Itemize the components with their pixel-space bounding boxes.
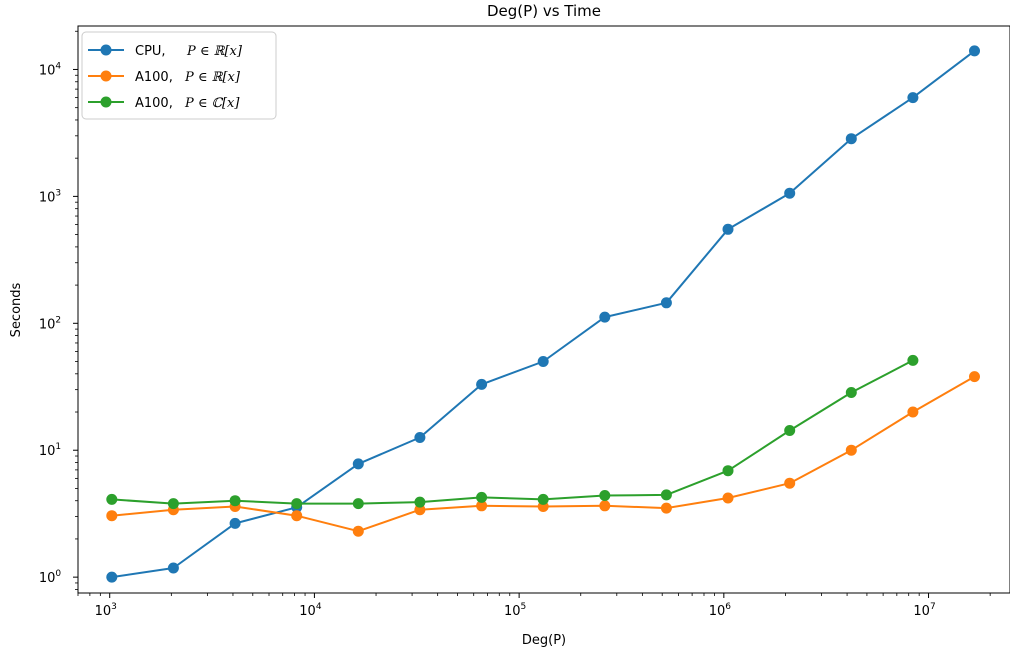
data-point [291, 510, 303, 522]
axes [77, 25, 1010, 594]
data-point [969, 371, 980, 383]
y-tick-label: 103 [39, 188, 61, 205]
data-point [907, 92, 919, 104]
data-point [106, 510, 118, 522]
data-point [414, 504, 426, 516]
data-point [722, 492, 734, 504]
y-tick-label: 101 [39, 442, 61, 459]
legend-label: A100, [135, 96, 173, 111]
legend-marker [100, 44, 112, 56]
x-tick-label: 104 [299, 602, 322, 619]
legend-item: A100, P ∈ ℝ[x] [88, 70, 241, 85]
data-point [352, 525, 364, 537]
x-tick-label: 105 [504, 602, 526, 619]
y-tick-label: 104 [39, 61, 62, 78]
legend-label: CPU, [135, 44, 166, 59]
data-point [106, 571, 118, 583]
data-point [476, 378, 488, 390]
data-point [845, 133, 857, 145]
x-axis-label: Deg(P) [522, 633, 566, 648]
data-point [537, 493, 549, 505]
data-point [167, 562, 179, 574]
y-tick-label: 102 [39, 315, 61, 332]
ticks: 103 104 105 106 107 100 101 102 103 104 [39, 30, 991, 619]
legend: CPU, P ∈ ℝ[x] A100, P ∈ ℝ[x] A100, P ∈ ℂ[x] [81, 31, 277, 120]
legend-item: CPU, P ∈ ℝ[x] [88, 44, 243, 59]
data-point [229, 517, 241, 529]
legend-math: P ∈ ℝ[x] [184, 70, 241, 85]
x-tick-label: 106 [709, 602, 732, 619]
data-point [352, 498, 364, 510]
series-1 [106, 371, 980, 537]
legend-marker [100, 96, 112, 108]
data-point [784, 187, 796, 199]
plot-frame [77, 25, 1010, 594]
legend-math: P ∈ ℂ[x] [184, 96, 240, 111]
data-point [784, 425, 796, 436]
data-point [167, 498, 179, 510]
legend-item: A100, P ∈ ℂ[x] [88, 96, 240, 111]
series-0 [106, 45, 980, 583]
x-tick-label: 103 [95, 602, 117, 619]
data-point [660, 297, 672, 309]
data-point [722, 223, 734, 235]
series-2 [106, 354, 919, 510]
data-point [106, 493, 118, 505]
data-point [414, 432, 426, 443]
data-point [537, 356, 549, 367]
data-point [229, 495, 241, 507]
data-point [660, 489, 672, 501]
y-axis-label: Seconds [9, 282, 24, 337]
data-point [660, 502, 672, 514]
series-line [111, 359, 914, 505]
data-point [969, 45, 980, 57]
legend-marker [100, 70, 112, 82]
legend-math: P ∈ ℝ[x] [186, 44, 243, 59]
data-point [845, 387, 857, 398]
data-point [784, 477, 796, 489]
x-tick-label: 107 [913, 602, 935, 619]
data-point [599, 490, 611, 501]
data-point [291, 498, 303, 510]
data-point [599, 500, 611, 512]
data-point [414, 496, 426, 508]
data-point [845, 444, 857, 456]
data-point [352, 458, 364, 470]
legend-box [81, 31, 277, 120]
data-point [907, 406, 919, 418]
data-point [907, 354, 919, 366]
y-tick-label: 100 [39, 569, 62, 586]
series-layer [106, 45, 980, 583]
chart-title: Deg(P) vs Time [487, 2, 601, 20]
data-point [476, 500, 488, 512]
data-point [722, 465, 734, 477]
data-point [599, 311, 611, 323]
legend-label: A100, [135, 70, 173, 85]
data-point [476, 491, 488, 503]
